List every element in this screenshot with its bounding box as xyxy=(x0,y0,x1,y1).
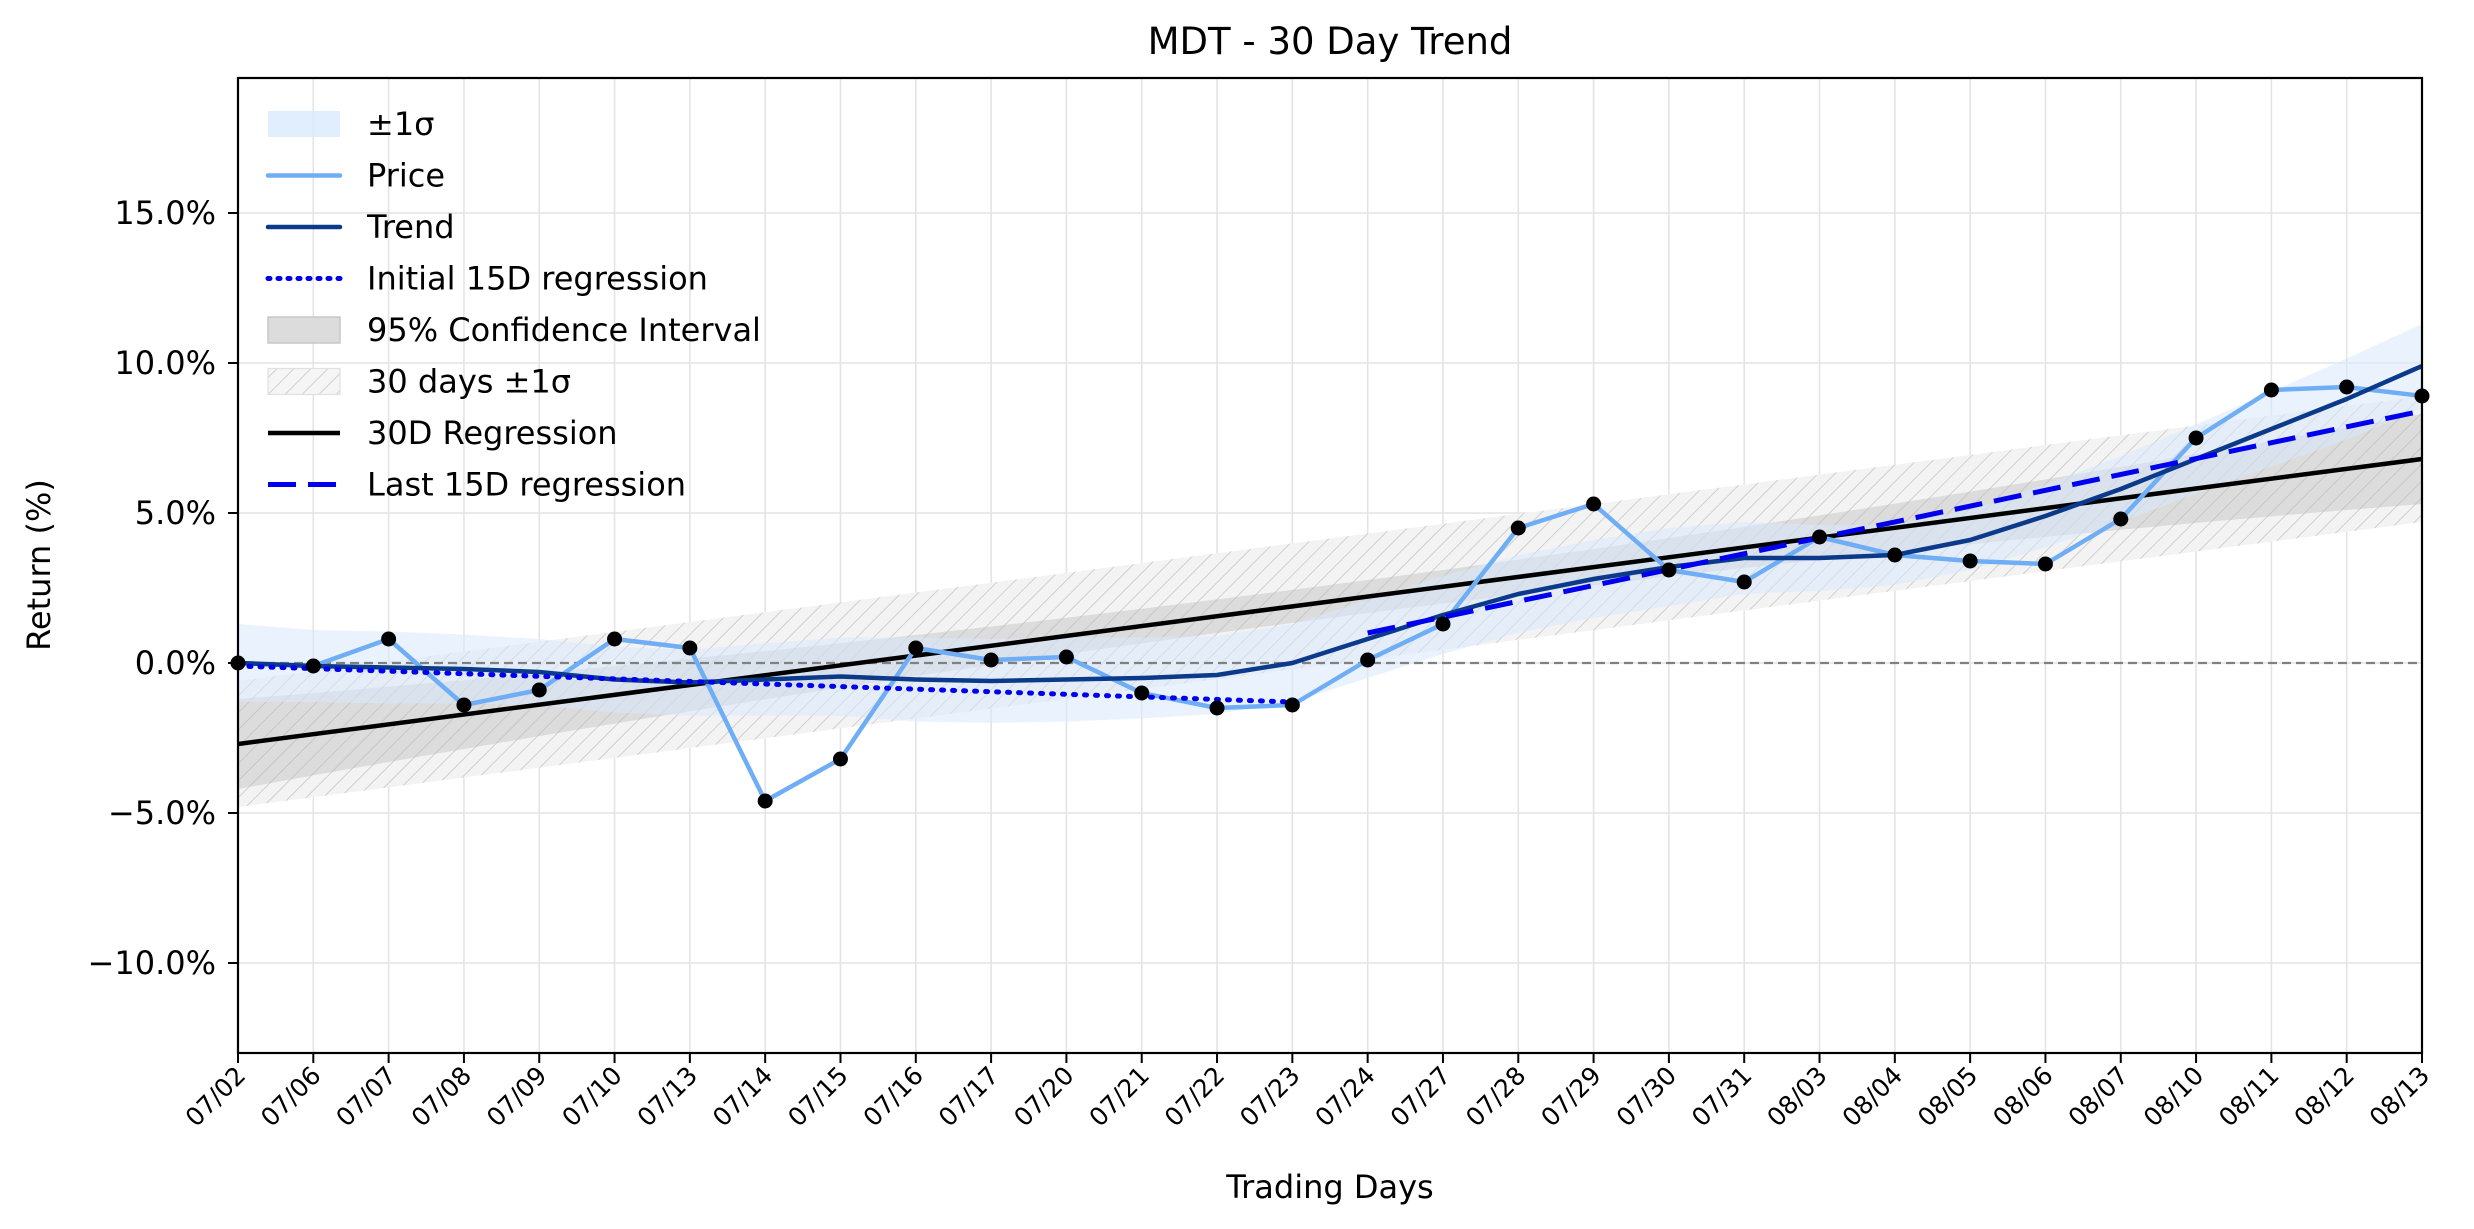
price-point xyxy=(1435,616,1451,632)
x-tick-label: 07/17 xyxy=(933,1061,1004,1132)
price-point xyxy=(1510,520,1526,536)
y-axis-label: Return (%) xyxy=(20,479,58,651)
x-tick-label: 08/05 xyxy=(1912,1061,1983,1132)
x-tick-label: 08/04 xyxy=(1837,1061,1908,1132)
x-tick-label: 08/13 xyxy=(2364,1061,2435,1132)
price-point xyxy=(1360,652,1376,668)
x-tick-label: 07/21 xyxy=(1084,1061,1155,1132)
price-point xyxy=(682,640,698,656)
price-point xyxy=(1736,574,1752,590)
legend-item: ±1σ xyxy=(268,105,434,143)
y-tick-label: −10.0% xyxy=(88,944,216,982)
price-point xyxy=(381,631,397,647)
price-point xyxy=(2113,511,2129,527)
price-point xyxy=(2339,379,2355,395)
x-tick-label: 07/02 xyxy=(180,1061,251,1132)
x-tick-label: 07/16 xyxy=(858,1061,929,1132)
price-point xyxy=(983,652,999,668)
price-point xyxy=(757,793,773,809)
price-point xyxy=(832,751,848,767)
price-point xyxy=(1058,649,1074,665)
legend-label: 30D Regression xyxy=(367,414,618,452)
legend-label: ±1σ xyxy=(367,105,434,143)
x-tick-label: 07/15 xyxy=(782,1061,853,1132)
legend-item: Last 15D regression xyxy=(268,466,686,504)
price-point xyxy=(1209,700,1225,716)
price-point xyxy=(908,640,924,656)
legend-item: Price xyxy=(265,157,445,195)
price-point xyxy=(1661,562,1677,578)
x-tick-label: 07/08 xyxy=(406,1061,477,1132)
legend-swatch-hatch xyxy=(267,367,341,396)
legend-item: 95% Confidence Interval xyxy=(267,311,761,349)
price-point xyxy=(305,658,321,674)
legend-label: Price xyxy=(367,157,445,195)
price-point xyxy=(1586,496,1602,512)
price-point xyxy=(1134,685,1150,701)
x-tick-label: 08/03 xyxy=(1761,1061,1832,1132)
price-point xyxy=(2188,430,2204,446)
x-tick-label: 07/23 xyxy=(1234,1061,1305,1132)
price-point xyxy=(1284,697,1300,713)
legend-item: Initial 15D regression xyxy=(265,260,708,298)
chart-title: MDT - 30 Day Trend xyxy=(1148,20,1513,63)
y-tick-label: 5.0% xyxy=(135,494,216,532)
x-tick-label: 07/28 xyxy=(1460,1061,1531,1132)
x-tick-label: 07/13 xyxy=(632,1061,703,1132)
x-tick-label: 07/31 xyxy=(1686,1061,1757,1132)
y-tick-label: 0.0% xyxy=(135,644,216,682)
y-tick-label: −5.0% xyxy=(108,794,216,832)
x-tick-label: 07/14 xyxy=(707,1061,778,1132)
point-layer xyxy=(230,379,2430,809)
x-tick-label: 07/30 xyxy=(1611,1061,1682,1132)
band-trend-sigma xyxy=(238,324,2422,723)
legend-label: 95% Confidence Interval xyxy=(367,311,761,349)
x-tick-label: 08/10 xyxy=(2138,1061,2209,1132)
price-point xyxy=(607,631,623,647)
price-point xyxy=(531,682,547,698)
x-tick-label: 07/24 xyxy=(1309,1061,1380,1132)
x-tick-label: 08/07 xyxy=(2063,1061,2134,1132)
series-line-price xyxy=(238,384,2422,804)
x-tick-label: 07/29 xyxy=(1535,1061,1606,1132)
legend-item: 30 days ±1σ xyxy=(267,363,571,401)
price-point xyxy=(2263,382,2279,398)
legend-item: 30D Regression xyxy=(268,414,618,452)
price-point xyxy=(2037,556,2053,572)
price-point xyxy=(1812,529,1828,545)
series-line-initial-15d-regression xyxy=(238,663,1295,705)
x-tick-label: 08/12 xyxy=(2288,1061,2359,1132)
x-axis-label: Trading Days xyxy=(1225,1168,1433,1206)
price-point xyxy=(1887,547,1903,563)
legend-swatch xyxy=(267,316,341,344)
legend-label: Last 15D regression xyxy=(367,466,686,504)
x-tick-label: 07/09 xyxy=(481,1061,552,1132)
legend-label: 30 days ±1σ xyxy=(367,363,571,401)
price-point xyxy=(456,697,472,713)
x-tick-label: 07/06 xyxy=(255,1061,326,1132)
x-tick-label: 07/22 xyxy=(1159,1061,1230,1132)
series-line-30d-regression xyxy=(238,456,2422,747)
x-tick-label: 07/10 xyxy=(556,1061,627,1132)
y-tick-label: 15.0% xyxy=(114,194,216,232)
price-point xyxy=(1962,553,1978,569)
legend-item: Trend xyxy=(265,208,455,246)
legend-swatch xyxy=(268,111,340,137)
series-line-last-15d-regression xyxy=(1367,408,2422,636)
legend-label: Initial 15D regression xyxy=(367,260,708,298)
y-tick-label: 10.0% xyxy=(114,344,216,382)
x-tick-label: 07/20 xyxy=(1008,1061,1079,1132)
plot-frame xyxy=(236,76,2424,1055)
line-layer xyxy=(238,363,2422,804)
x-tick-label: 07/07 xyxy=(330,1061,401,1132)
legend-label: Trend xyxy=(366,208,455,246)
x-tick-label: 07/27 xyxy=(1385,1061,1456,1132)
legend: ±1σ Price Trend Initial 15D regression 95% C… xyxy=(265,105,761,504)
x-tick-label: 08/06 xyxy=(1987,1061,2058,1132)
x-tick-label: 08/11 xyxy=(2213,1061,2284,1132)
